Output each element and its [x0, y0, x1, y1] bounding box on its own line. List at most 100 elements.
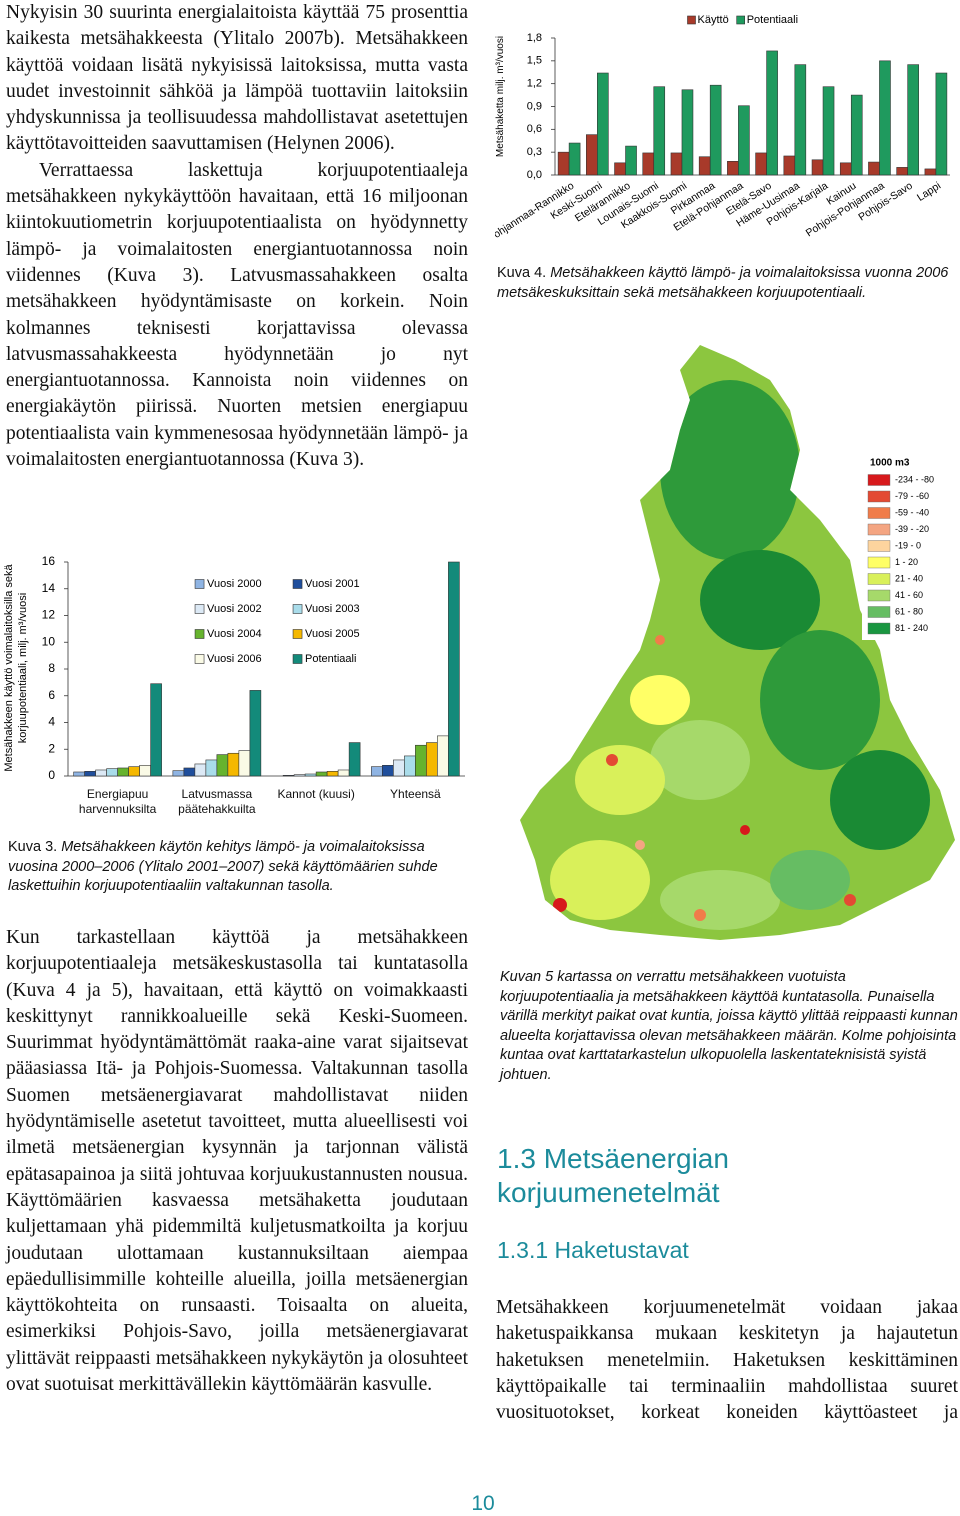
legend-label: Vuosi 2006 — [207, 653, 262, 665]
bar — [907, 64, 919, 176]
bar — [415, 744, 427, 777]
y-axis-label: Metsähakkeen käyttö voimalaitoksilla sek… — [3, 563, 15, 771]
x-tick-label: Latvusmassa päätehakkuilta — [178, 787, 256, 816]
bar — [282, 775, 295, 777]
bar — [670, 152, 683, 176]
legend-swatch — [292, 579, 303, 589]
map-legend-label: -234 - -80 — [895, 474, 934, 484]
bar — [304, 773, 317, 777]
y-tick-label: 2 — [48, 741, 55, 755]
y-tick-label: 16 — [42, 554, 56, 568]
bar — [738, 105, 750, 176]
map-legend-label: -59 - -40 — [895, 507, 929, 517]
bar — [448, 561, 460, 777]
x-tick-label: Energiapuu harvennuksilta — [78, 787, 157, 816]
y-tick-label: 1,2 — [527, 78, 542, 90]
bar — [924, 168, 937, 176]
bar — [681, 89, 694, 176]
bar — [625, 145, 637, 176]
map-legend-label: 81 - 240 — [895, 623, 928, 633]
bar — [794, 64, 807, 176]
bar — [183, 767, 196, 777]
bar — [227, 752, 240, 777]
y-tick-label: 6 — [48, 688, 55, 702]
chart: 0,00,30,60,91,21,51,8Pohjanmaa-RannikkoK… — [486, 14, 950, 245]
chart: 0 2 4 6 8 10 12 14 16 Metsähakkeen käyttö voimala… — [3, 554, 465, 782]
map-legend-swatch — [867, 556, 891, 569]
x-tick-label: Kannot (kuusi) — [277, 787, 355, 801]
legend-label: Vuosi 2001 — [305, 578, 360, 590]
bar — [139, 765, 151, 777]
y-axis-label: Metsähaketta milj. m³/vuosi — [495, 36, 506, 157]
bar — [783, 155, 796, 176]
y-tick-label: 10 — [42, 634, 56, 648]
legend-swatch — [194, 579, 205, 589]
legend-swatch — [292, 629, 303, 639]
y-tick-label: 0,6 — [527, 123, 542, 135]
legend-label: Käyttö — [698, 14, 729, 26]
bar — [315, 771, 328, 777]
bar — [879, 60, 891, 176]
caption-label: Kuva 3. — [8, 839, 58, 855]
caption-label: Kuva 4. — [497, 265, 547, 281]
bar — [238, 750, 251, 777]
bar — [382, 765, 394, 777]
bar — [868, 161, 880, 176]
bar — [586, 134, 598, 176]
text-bottom: Kun tarkastellaan käyttöä ja metsähakkee… — [6, 925, 468, 1398]
map-legend-label: -39 - -20 — [895, 524, 929, 534]
figure-3-caption: Kuva 3. Metsähakkeen käytön kehitys lämp… — [8, 838, 466, 897]
legend-label: Vuosi 2002 — [207, 603, 262, 615]
map-legend-swatch — [867, 523, 891, 536]
figure-3-chart: 0 2 4 6 8 10 12 14 16 Metsähakkeen käyttö voimala… — [0, 540, 470, 840]
y-tick-label: 0,9 — [527, 100, 542, 112]
bar — [727, 161, 739, 176]
map-legend-label: -19 - 0 — [895, 540, 921, 550]
bar — [194, 763, 207, 777]
map-legend-swatch — [867, 474, 891, 486]
bar — [698, 156, 711, 176]
y-tick-label: 0,0 — [527, 169, 542, 181]
bar — [84, 771, 96, 777]
caption-text: Metsähakkeen käyttö lämpö- ja voimalaito… — [497, 265, 949, 301]
section-paragraph: Metsähakkeen korjuumenetelmät voidaan ja… — [496, 1295, 958, 1426]
legend-swatch — [292, 604, 303, 614]
bar — [128, 766, 140, 777]
legend-swatch — [736, 15, 745, 25]
map-legend-label: -79 - -60 — [895, 491, 929, 501]
legend-swatch — [194, 604, 205, 614]
y-tick-label: 4 — [48, 715, 55, 729]
paragraph: Verrattaessa laskettuja korjuupotentiaal… — [6, 159, 468, 471]
map-legend-swatch — [867, 490, 891, 503]
section-heading: 1.3 Metsäenergian korjuumenetelmät — [497, 1143, 729, 1208]
bar — [205, 759, 218, 777]
bar — [150, 683, 162, 777]
figure-4-caption: Kuva 4. Metsähakkeen käyttö lämpö- ja vo… — [497, 264, 957, 303]
y-axis-label: korjuupotentiaali, milj. m³/vuosi — [17, 593, 29, 743]
legend-label: Vuosi 2004 — [207, 628, 262, 640]
map-legend-swatch — [867, 540, 891, 552]
bar — [337, 769, 350, 777]
text-top: Nykyisin 30 suurinta energialaitoista kä… — [6, 0, 468, 473]
paragraph: Nykyisin 30 suurinta energialaitoista kä… — [6, 2, 468, 155]
bar — [614, 162, 626, 176]
map-legend-label: 41 - 60 — [895, 590, 923, 600]
bar — [404, 755, 416, 777]
bar — [73, 771, 85, 777]
bar — [568, 142, 581, 176]
bar — [811, 159, 824, 176]
map-caption: Kuvan 5 kartassa on verrattu metsähakkee… — [500, 968, 958, 1085]
bar — [172, 770, 185, 777]
bar — [896, 167, 908, 176]
paragraph: Kun tarkastellaan käyttöä ja metsähakkee… — [6, 927, 468, 1396]
y-tick-label: 8 — [48, 661, 55, 675]
bar — [117, 767, 129, 777]
page-number: 10 — [471, 1492, 495, 1515]
figure-4-chart: 0,0 0,3 0,6 0,9 1,2 1,5 1,8 Pohjanmaa-Rannikko K… — [486, 0, 960, 262]
bar — [326, 771, 339, 777]
map-legend-label: 1 - 20 — [895, 557, 918, 567]
bar — [426, 742, 438, 777]
y-tick-label: 1,5 — [527, 55, 542, 67]
map-legend-swatch — [867, 606, 891, 618]
legend-label: Vuosi 2000 — [207, 578, 262, 590]
